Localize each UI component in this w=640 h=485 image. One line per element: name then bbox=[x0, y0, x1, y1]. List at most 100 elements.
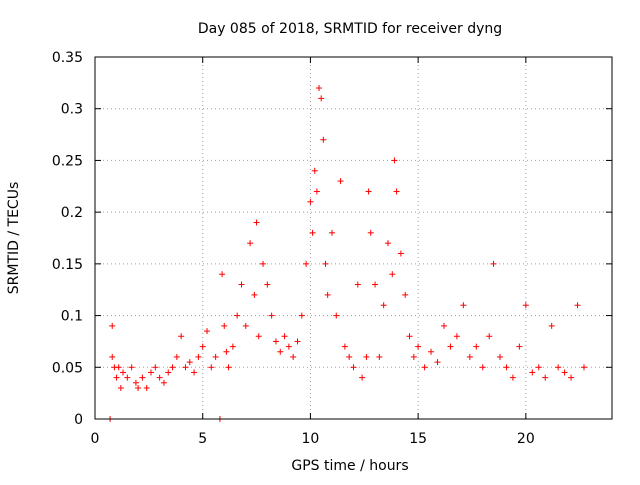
data-point bbox=[242, 322, 249, 329]
data-point bbox=[115, 364, 122, 371]
data-point bbox=[219, 271, 226, 278]
data-point bbox=[359, 374, 366, 381]
data-point bbox=[120, 369, 127, 376]
data-point bbox=[195, 353, 202, 360]
data-point bbox=[212, 353, 219, 360]
y-tick-label: 0.35 bbox=[52, 50, 83, 66]
data-point bbox=[341, 343, 348, 350]
data-point bbox=[391, 157, 398, 164]
data-point bbox=[309, 229, 316, 236]
data-point bbox=[223, 348, 230, 355]
data-point bbox=[486, 333, 493, 340]
axis-ticks: 0 0.05 0.1 0.15 0.2 0.25 0.3 0.35 0 5 10 15 20 bbox=[52, 50, 612, 447]
data-point bbox=[535, 364, 542, 371]
data-point bbox=[307, 198, 314, 205]
data-point bbox=[354, 281, 361, 288]
plot-frame bbox=[94, 56, 613, 420]
data-point bbox=[496, 353, 503, 360]
data-point bbox=[460, 302, 467, 309]
data-point bbox=[561, 369, 568, 376]
data-point bbox=[268, 312, 275, 319]
data-point bbox=[148, 369, 155, 376]
data-point bbox=[320, 136, 327, 143]
data-point bbox=[272, 338, 279, 345]
data-point bbox=[165, 369, 172, 376]
y-tick-label: 0.05 bbox=[52, 360, 83, 376]
data-point bbox=[402, 291, 409, 298]
data-point bbox=[169, 364, 176, 371]
data-point bbox=[234, 312, 241, 319]
data-point bbox=[328, 229, 335, 236]
data-point bbox=[204, 328, 211, 335]
data-point bbox=[135, 384, 142, 391]
x-tick-label: 5 bbox=[198, 431, 207, 447]
data-point bbox=[568, 374, 575, 381]
data-point bbox=[182, 364, 189, 371]
data-point bbox=[294, 338, 301, 345]
data-point bbox=[421, 364, 428, 371]
x-axis-label: GPS time / hours bbox=[291, 458, 408, 474]
data-point bbox=[428, 348, 435, 355]
data-point bbox=[406, 333, 413, 340]
data-point bbox=[178, 333, 185, 340]
data-point bbox=[346, 353, 353, 360]
data-point bbox=[156, 374, 163, 381]
data-point bbox=[251, 291, 258, 298]
data-point bbox=[199, 343, 206, 350]
y-tick-label: 0.15 bbox=[52, 257, 83, 273]
data-point bbox=[139, 374, 146, 381]
data-point bbox=[124, 374, 131, 381]
data-point bbox=[318, 95, 325, 102]
data-point bbox=[311, 167, 318, 174]
data-point bbox=[350, 364, 357, 371]
y-tick-label: 0.2 bbox=[61, 205, 83, 221]
data-point bbox=[247, 240, 254, 247]
x-tick-label: 10 bbox=[302, 431, 320, 447]
data-point bbox=[316, 85, 323, 92]
data-point bbox=[277, 348, 284, 355]
data-point bbox=[574, 302, 581, 309]
data-point bbox=[264, 281, 271, 288]
data-point bbox=[324, 291, 331, 298]
x-tick-label: 15 bbox=[409, 431, 427, 447]
data-point bbox=[365, 188, 372, 195]
chart-title: Day 085 of 2018, SRMTID for receiver dyn… bbox=[198, 21, 502, 37]
data-point bbox=[333, 312, 340, 319]
data-points bbox=[107, 85, 587, 422]
data-point bbox=[434, 359, 441, 366]
data-point bbox=[322, 260, 329, 267]
data-point bbox=[542, 374, 549, 381]
data-point bbox=[113, 374, 120, 381]
data-point bbox=[208, 364, 215, 371]
data-point bbox=[255, 333, 262, 340]
data-point bbox=[290, 353, 297, 360]
data-point bbox=[337, 178, 344, 185]
data-point bbox=[440, 322, 447, 329]
data-point bbox=[397, 250, 404, 257]
data-point bbox=[160, 379, 167, 386]
data-point bbox=[503, 364, 510, 371]
data-point bbox=[229, 343, 236, 350]
data-point bbox=[281, 333, 288, 340]
y-tick-label: 0.1 bbox=[61, 309, 83, 325]
x-tick-label: 0 bbox=[91, 431, 100, 447]
data-point bbox=[447, 343, 454, 350]
data-point bbox=[509, 374, 516, 381]
data-point bbox=[522, 302, 529, 309]
data-point bbox=[453, 333, 460, 340]
data-point bbox=[473, 343, 480, 350]
data-point bbox=[367, 229, 374, 236]
data-point bbox=[380, 302, 387, 309]
data-point bbox=[389, 271, 396, 278]
x-tick-label: 20 bbox=[517, 431, 535, 447]
data-point bbox=[466, 353, 473, 360]
y-axis-label: SRMTID / TECUs bbox=[6, 182, 22, 295]
data-point bbox=[363, 353, 370, 360]
data-point bbox=[303, 260, 310, 267]
data-point bbox=[253, 219, 260, 226]
data-point bbox=[580, 364, 587, 371]
data-point bbox=[479, 364, 486, 371]
data-point bbox=[221, 322, 228, 329]
data-point bbox=[186, 359, 193, 366]
